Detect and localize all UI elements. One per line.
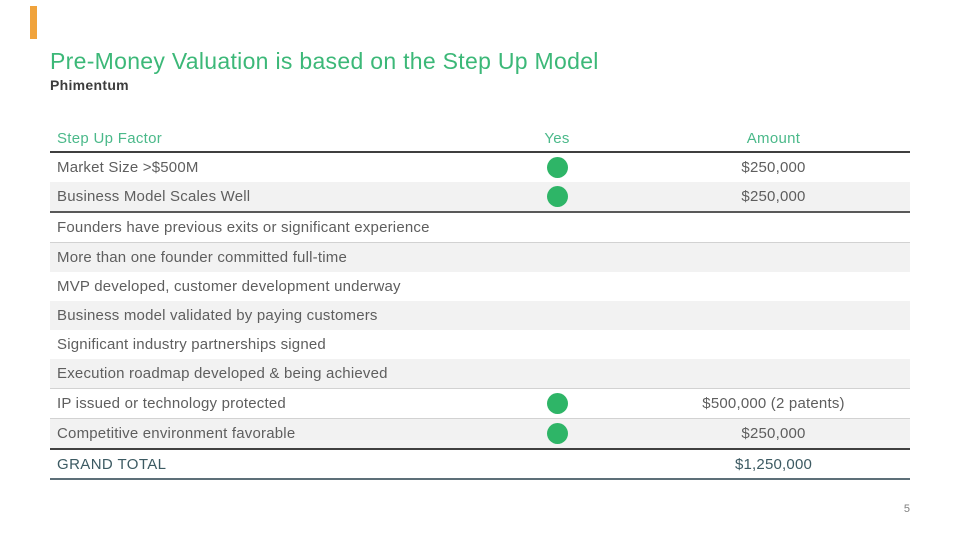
column-header-amount: Amount xyxy=(746,129,801,147)
amount-cell: $250,000 xyxy=(741,188,806,205)
factor-cell: Competitive environment favorable xyxy=(57,425,296,442)
table-row: Founders have previous exits or signific… xyxy=(50,213,910,243)
yes-cell xyxy=(477,157,637,178)
table-row: Business model validated by paying custo… xyxy=(50,301,910,330)
stepup-table: Step Up Factor Yes Amount Market Size >$… xyxy=(50,125,910,480)
yes-dot-icon xyxy=(546,393,568,414)
factor-cell: MVP developed, customer development unde… xyxy=(57,278,401,295)
table-row: IP issued or technology protected $500,00… xyxy=(50,389,910,419)
factor-cell: Business model validated by paying custo… xyxy=(57,307,378,324)
amount-cell: $500,000 (2 patents) xyxy=(702,395,845,412)
factor-cell: Execution roadmap developed & being achi… xyxy=(57,365,388,382)
column-header-yes: Yes xyxy=(544,129,570,147)
yes-dot-icon xyxy=(546,157,568,178)
accent-bar xyxy=(30,6,37,39)
factor-cell: Founders have previous exits or signific… xyxy=(57,219,430,236)
factor-cell: Business Model Scales Well xyxy=(57,188,251,205)
slide-subtitle: Phimentum xyxy=(50,77,129,93)
yes-dot-icon xyxy=(546,186,568,207)
yes-cell xyxy=(477,393,637,414)
column-header-factor: Step Up Factor xyxy=(57,129,163,147)
table-row: Significant industry partnerships signed xyxy=(50,330,910,359)
grand-total-row: GRAND TOTAL $1,250,000 xyxy=(50,450,910,480)
table-header-row: Step Up Factor Yes Amount xyxy=(50,125,910,153)
yes-cell xyxy=(477,423,637,444)
table-body: Market Size >$500M $250,000 Business Model… xyxy=(50,153,910,450)
factor-cell: IP issued or technology protected xyxy=(57,395,286,412)
factor-cell: Market Size >$500M xyxy=(57,159,199,176)
grand-total-amount: $1,250,000 xyxy=(734,455,813,473)
table-row: More than one founder committed full-tim… xyxy=(50,243,910,272)
page-number: 5 xyxy=(903,503,910,515)
yes-cell xyxy=(477,186,637,207)
table-row: Competitive environment favorable $250,00… xyxy=(50,419,910,450)
factor-cell: More than one founder committed full-tim… xyxy=(57,249,347,266)
yes-dot-icon xyxy=(546,423,568,444)
table-row: Business Model Scales Well $250,000 xyxy=(50,182,910,213)
slide-title: Pre-Money Valuation is based on the Step… xyxy=(50,48,599,74)
table-row: MVP developed, customer development unde… xyxy=(50,272,910,301)
table-row: Execution roadmap developed & being achi… xyxy=(50,359,910,389)
table-row: Market Size >$500M $250,000 xyxy=(50,153,910,182)
amount-cell: $250,000 xyxy=(741,425,806,442)
amount-cell: $250,000 xyxy=(741,159,806,176)
factor-cell: Significant industry partnerships signed xyxy=(57,336,326,353)
grand-total-label: GRAND TOTAL xyxy=(57,455,167,473)
